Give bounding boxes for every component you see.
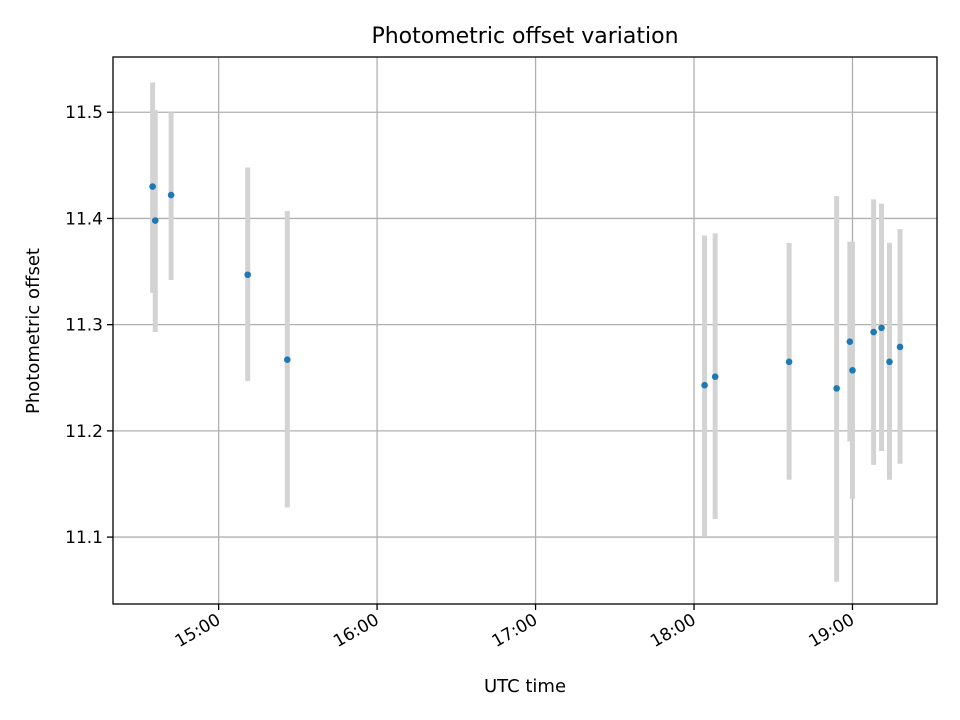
data-point	[833, 385, 840, 392]
y-axis-ticks: 11.1 11.2 11.3 11.4 11.5	[65, 103, 113, 548]
plot-frame	[112, 56, 938, 605]
y-tick-label: 11.3	[65, 316, 103, 336]
data-point	[785, 358, 793, 366]
data-point	[284, 356, 291, 364]
data-point	[870, 328, 877, 336]
data-point	[896, 343, 904, 351]
y-tick-label: 11.5	[65, 103, 103, 123]
data-point	[849, 367, 856, 374]
y-tick-label: 11.4	[65, 209, 103, 229]
chart-title: Photometric offset variation	[371, 24, 678, 49]
data-point	[701, 381, 708, 389]
data-point	[878, 324, 885, 332]
y-tick-label: 11.2	[65, 422, 103, 442]
y-tick-label: 11.1	[65, 528, 103, 548]
data-point	[846, 338, 854, 345]
x-axis-label: UTC time	[484, 676, 566, 697]
data-points	[149, 183, 904, 392]
y-axis-label: Photometric offset	[23, 248, 44, 414]
data-point	[711, 373, 719, 381]
data-point	[886, 358, 893, 366]
data-point	[151, 217, 159, 224]
data-point	[167, 191, 175, 199]
data-point	[149, 183, 156, 190]
data-point	[244, 271, 251, 279]
